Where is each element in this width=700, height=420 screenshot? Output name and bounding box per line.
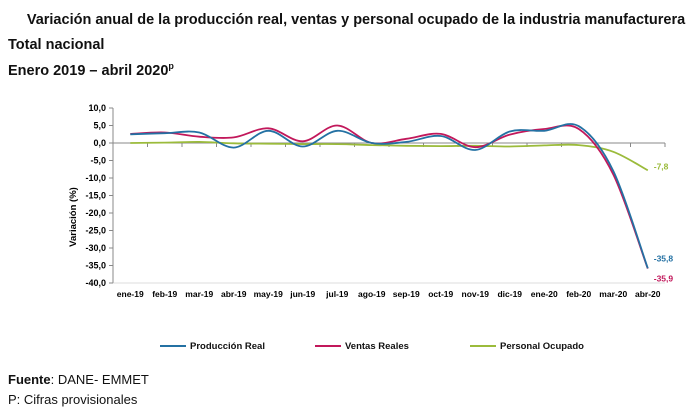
chart-subtitle-period: Enero 2019 – abril 2020p — [8, 61, 174, 79]
x-tick-label: ene-19 — [117, 289, 144, 299]
x-tick-label: sep-19 — [393, 289, 420, 299]
x-tick-label: dic-19 — [497, 289, 522, 299]
y-tick-label: -15,0 — [85, 191, 106, 201]
series-line-personal-ocupado — [130, 140, 649, 172]
legend-label-ventas: Ventas Reales — [345, 341, 409, 352]
source-value: : DANE- EMMET — [50, 372, 149, 387]
x-tick-label: mar-20 — [599, 289, 627, 299]
chart-subtitle-region: Total nacional — [8, 37, 105, 53]
x-tick-label: ago-19 — [358, 289, 386, 299]
provisional-mark: p — [168, 61, 174, 71]
legend-swatch-ventas — [315, 345, 341, 348]
end-labels: -7,8 -35,8 -35,9 — [654, 161, 674, 283]
period-text: Enero 2019 – abril 2020 — [8, 62, 169, 79]
series-line-ventas-reales — [130, 124, 649, 269]
legend-swatch-produccion — [160, 345, 186, 348]
x-tick-label: feb-19 — [152, 289, 177, 299]
y-tick-label: 5,0 — [93, 121, 106, 131]
x-tick-label: jul-19 — [325, 289, 348, 299]
x-tick-label: abr-20 — [635, 289, 661, 299]
legend-label-personal: Personal Ocupado — [500, 341, 584, 352]
y-tick-label: 10,0 — [88, 103, 106, 113]
x-tick-label: mar-19 — [185, 289, 213, 299]
x-tick-label: jun-19 — [289, 289, 315, 299]
provisional-note: P: Cifras provisionales — [8, 392, 138, 407]
y-tick-label: -5,0 — [90, 156, 106, 166]
source-note: Fuente: DANE- EMMET — [8, 372, 149, 387]
legend-label-produccion: Producción Real — [190, 341, 265, 352]
series-lines — [130, 123, 649, 269]
x-tick-label: abr-19 — [221, 289, 247, 299]
legend-item-personal: Personal Ocupado — [470, 341, 584, 352]
y-tick-label: -40,0 — [85, 278, 106, 288]
y-tick-label: -35,0 — [85, 261, 106, 271]
y-tick-label: 0,0 — [93, 138, 106, 148]
x-tick-label: may-19 — [254, 289, 284, 299]
series-line-produccion-real — [130, 123, 649, 269]
y-tick-label: -20,0 — [85, 208, 106, 218]
y-tick-label: -25,0 — [85, 226, 106, 236]
legend-item-produccion: Producción Real — [160, 341, 265, 352]
chart-axes — [112, 108, 665, 284]
x-tick-label: nov-19 — [462, 289, 490, 299]
y-tick-label: -10,0 — [85, 173, 106, 183]
end-label: -7,8 — [654, 161, 669, 171]
y-axis-label: Variación (%) — [68, 187, 79, 247]
line-chart: 10,0 5,0 0,0 -5,0 -10,0 -15,0 -20,0 -25,0 -30,0 -… — [68, 103, 674, 299]
chart-title: Variación anual de la producción real, v… — [26, 12, 686, 28]
legend-item-ventas: Ventas Reales — [315, 341, 409, 352]
legend-swatch-personal — [470, 345, 496, 348]
end-label: -35,9 — [654, 274, 674, 284]
y-tick-label: -30,0 — [85, 243, 106, 253]
x-axis-ticks: ene-19 feb-19 mar-19 abr-19 may-19 jun-19 jul-… — [112, 143, 666, 299]
x-tick-label: oct-19 — [428, 289, 453, 299]
y-axis-ticks: 10,0 5,0 0,0 -5,0 -10,0 -15,0 -20,0 -25,0 -30,0 -… — [85, 103, 113, 288]
x-tick-label: ene-20 — [531, 289, 558, 299]
x-tick-label: feb-20 — [566, 289, 591, 299]
source-label: Fuente — [8, 372, 51, 387]
end-label: -35,8 — [654, 253, 674, 263]
chart-legend: Producción Real Ventas Reales Personal O… — [0, 341, 700, 357]
